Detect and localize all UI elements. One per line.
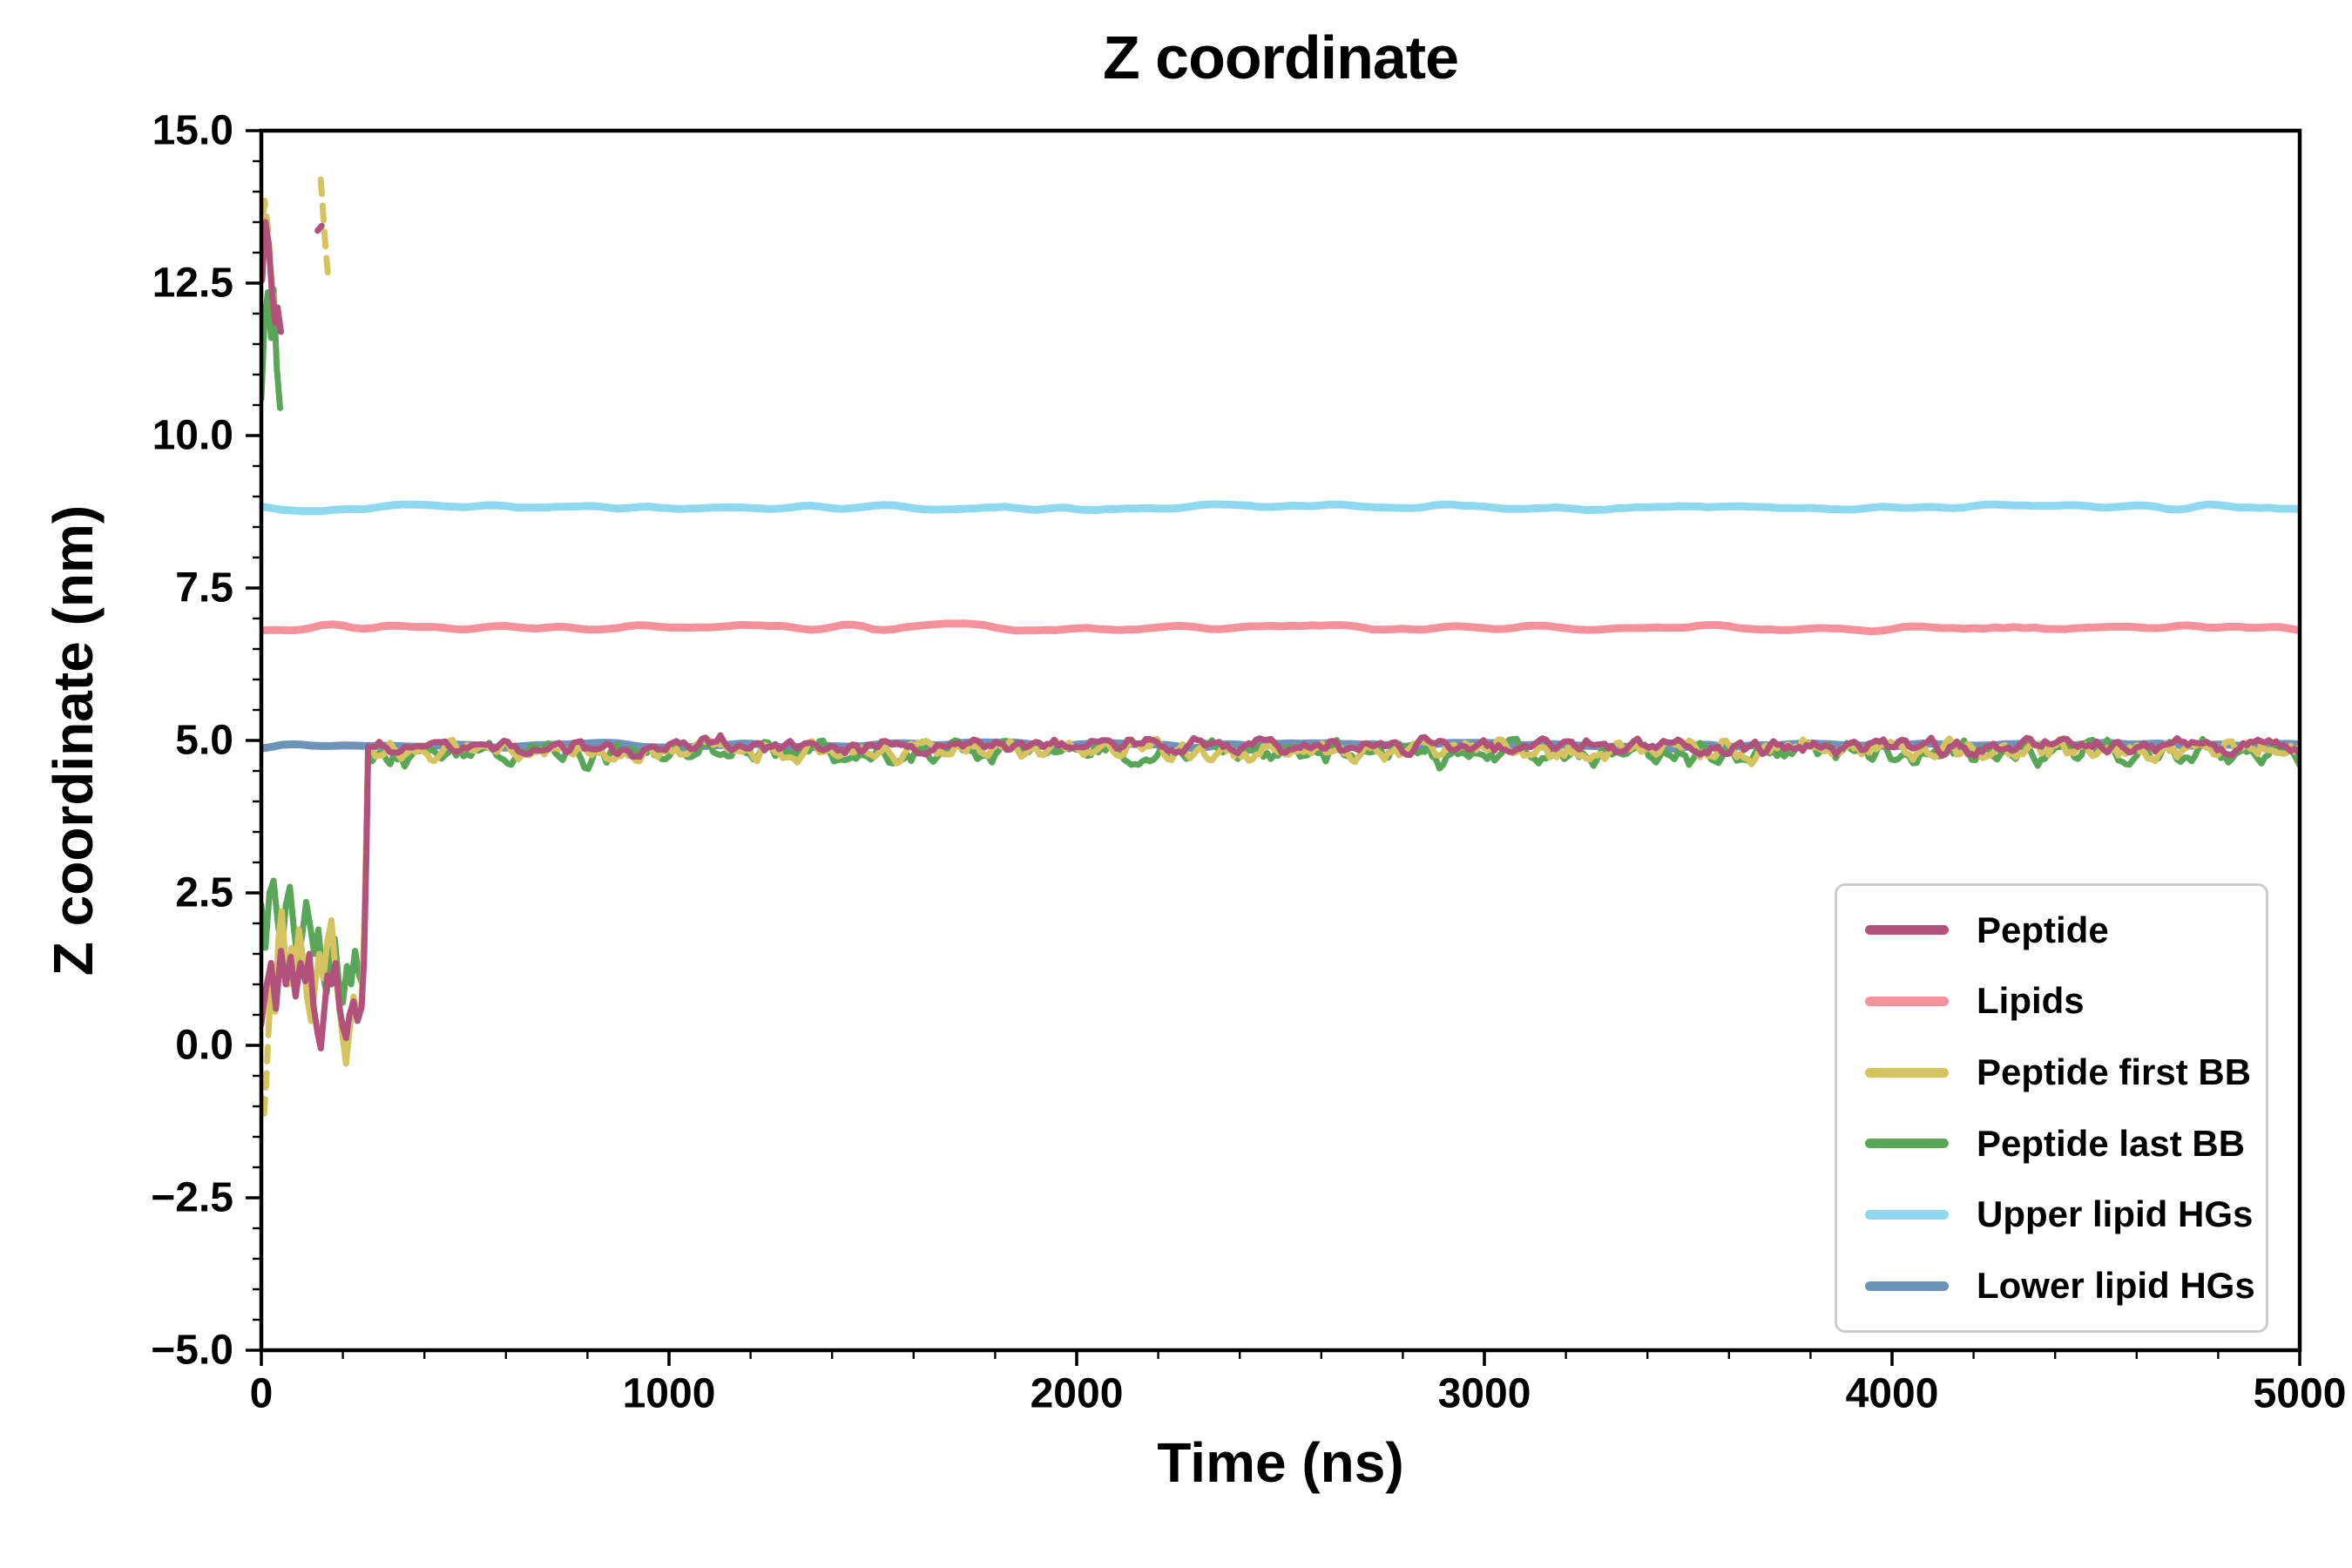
legend-label: Peptide last BB — [1977, 1122, 2246, 1164]
legend-entry: Peptide — [1837, 909, 2266, 951]
series-line-peptide-first-bb — [317, 176, 332, 280]
y-tick-label: −5.0 — [151, 1328, 233, 1374]
legend-label: Lipids — [1977, 980, 2085, 1022]
chart-title: Z coordinate — [1102, 24, 1459, 91]
x-axis-label: Time (ns) — [1157, 1431, 1404, 1494]
x-tick-label: 4000 — [1846, 1371, 1939, 1417]
y-tick-label: 5.0 — [175, 718, 233, 764]
legend-swatch — [1865, 1209, 1949, 1220]
legend-entry: Lipids — [1837, 980, 2266, 1022]
legend-swatch — [1865, 925, 1949, 936]
x-tick-label: 1000 — [623, 1371, 716, 1417]
series-line-peptide — [365, 732, 2300, 760]
x-tick-label: 3000 — [1438, 1371, 1531, 1417]
y-axis-label: Z coordinate (nm) — [42, 504, 105, 977]
series-line-upper-lipid-hgs — [261, 500, 2300, 516]
series-line-peptide — [261, 219, 284, 335]
y-tick-label: 7.5 — [175, 565, 233, 612]
legend-entry: Lower lipid HGs — [1837, 1265, 2266, 1307]
legend-label: Upper lipid HGs — [1977, 1193, 2254, 1235]
legend-label: Peptide first BB — [1977, 1051, 2252, 1093]
legend-entry: Peptide first BB — [1837, 1051, 2266, 1093]
y-tick-label: −2.5 — [151, 1175, 233, 1221]
legend-label: Lower lipid HGs — [1977, 1265, 2255, 1307]
legend-swatch — [1865, 996, 1949, 1006]
series-line-peptide — [261, 743, 372, 1051]
legend-entry: Upper lipid HGs — [1837, 1193, 2266, 1235]
y-tick-label: 12.5 — [152, 260, 233, 307]
y-tick-label: 10.0 — [152, 413, 233, 459]
y-tick-label: 15.0 — [152, 108, 233, 154]
y-tick-label: 2.5 — [175, 870, 233, 916]
legend-swatch — [1865, 1281, 1949, 1291]
legend-entry: Peptide last BB — [1837, 1123, 2266, 1165]
legend-label: Peptide — [1977, 909, 2109, 950]
series-line-peptide-last-bb — [261, 286, 283, 411]
y-tick-label: 0.0 — [175, 1023, 233, 1069]
series-line-peptide — [314, 222, 325, 234]
x-tick-label: 5000 — [2254, 1371, 2347, 1417]
series-line-lipids — [261, 619, 2300, 636]
legend-swatch — [1865, 1067, 1949, 1078]
legend-swatch — [1865, 1139, 1949, 1149]
legend: Peptide Lipids Peptide first BB Peptide las… — [1835, 883, 2268, 1333]
x-tick-label: 0 — [250, 1371, 274, 1417]
x-tick-label: 2000 — [1031, 1371, 1124, 1417]
